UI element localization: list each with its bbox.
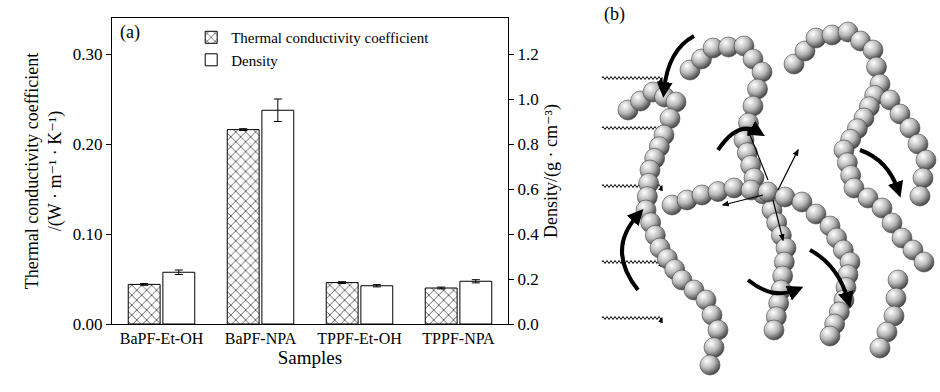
svg-text:0.6: 0.6 bbox=[517, 180, 538, 199]
svg-text:TPPF-NPA: TPPF-NPA bbox=[422, 330, 495, 347]
svg-text:0.00: 0.00 bbox=[73, 315, 103, 334]
svg-text:Thermal conductivity coefficie: Thermal conductivity coefficient bbox=[231, 30, 429, 46]
svg-text:BaPF-NPA: BaPF-NPA bbox=[225, 330, 297, 347]
svg-text:Density: Density bbox=[231, 53, 278, 69]
svg-text:TPPF-Et-OH: TPPF-Et-OH bbox=[317, 330, 402, 347]
svg-text:0.30: 0.30 bbox=[73, 45, 103, 64]
svg-text:0.2: 0.2 bbox=[517, 270, 538, 289]
svg-text:0.10: 0.10 bbox=[73, 225, 103, 244]
svg-text:(a): (a) bbox=[120, 22, 140, 43]
svg-text:0.0: 0.0 bbox=[517, 315, 538, 334]
svg-text:0.8: 0.8 bbox=[517, 135, 538, 154]
svg-text:1.2: 1.2 bbox=[517, 45, 538, 64]
svg-text:Thermal conductivity coefficie: Thermal conductivity coefficient/(W · m⁻… bbox=[22, 53, 66, 290]
svg-text:0.20: 0.20 bbox=[73, 135, 103, 154]
svg-text:Density/(g · cm⁻³): Density/(g · cm⁻³) bbox=[541, 104, 562, 238]
svg-text:Samples: Samples bbox=[278, 347, 342, 368]
svg-text:1.0: 1.0 bbox=[517, 90, 538, 109]
svg-text:BaPF-Et-OH: BaPF-Et-OH bbox=[120, 330, 204, 347]
svg-text:0.4: 0.4 bbox=[517, 225, 539, 244]
svg-text:(b): (b) bbox=[604, 4, 625, 25]
